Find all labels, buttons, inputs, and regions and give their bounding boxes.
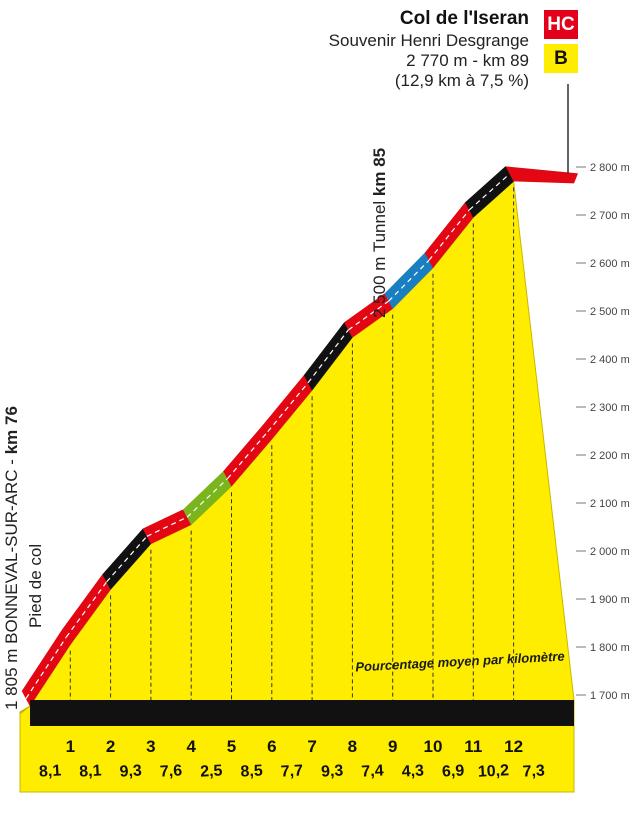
road-centerline [25,636,67,699]
road-centerline [106,535,148,583]
gradient-label: 10,2 [477,762,509,781]
km-mark: 9 [388,737,397,756]
y-tick-label: 1 800 m [590,642,630,654]
y-tick-label: 2 000 m [590,546,630,558]
tunnel-label-main: 2 500 m Tunnel [370,196,389,318]
start-label-km: km 76 [2,406,21,455]
start-sub-label: Pied de col [26,544,46,628]
start-label: 1 805 m BONNEVAL-SUR-ARC - km 76 [2,406,22,710]
gradient-label: 8,5 [240,762,263,780]
gradient-label: 7,4 [361,762,384,780]
y-tick-label: 2 500 m [590,306,630,318]
tunnel-label: 2 500 m Tunnel km 85 [370,148,390,318]
km-mark: 12 [504,737,523,756]
gradient-label: 7,6 [159,762,182,780]
km-mark: 8 [348,737,357,756]
base-band [30,700,574,726]
start-label-sub: Pied de col [26,543,45,628]
category-badge: HC [544,10,578,39]
summit-altitude-km: 2 770 m - km 89 [406,51,529,70]
km-mark: 2 [106,737,115,756]
km-dropline-layer [69,187,515,700]
y-tick-label: 2 200 m [590,450,630,462]
y-tick-label: 2 400 m [590,354,630,366]
road-centerline [307,329,349,384]
y-tick-label: 2 800 m [590,162,630,174]
km-mark: 10 [424,737,443,756]
road-summit-cap [505,166,578,184]
road-centerline [267,382,309,433]
y-tick-label: 2 300 m [590,402,630,414]
bonus-badge: B [544,44,578,73]
gradient-label: 8,1 [39,762,62,780]
road-centerline [146,516,188,537]
summit-name: Col de l'Iseran [399,8,529,29]
y-tick-label: 2 700 m [590,210,630,222]
y-tick-label: 2 600 m [590,258,630,270]
gradient-label-layer: 8,1 8,1 9,3 7,6 2,5 8,5 7,7 9,3 7,4 4,3 6,9 10,2 7,3 [39,762,546,781]
road-centerline [186,478,228,518]
road-band-layer [21,166,578,707]
gradient-label: 7,3 [522,762,545,780]
summit-subtitle: Souvenir Henri Desgrange [328,31,529,50]
summit-stats: (12,9 km à 7,5 %) [394,71,529,90]
km-mark: 6 [267,737,276,756]
gradient-label: 7,7 [280,762,303,780]
km-mark: 11 [464,737,482,756]
start-label-main: 1 805 m BONNEVAL-SUR-ARC - [2,454,21,710]
km-mark: 4 [186,737,196,756]
gradient-label: 8,1 [79,762,102,780]
y-tick-label: 1 900 m [590,594,630,606]
road-centerline [388,259,430,302]
y-tick-layer: 1 700 m 1 800 m 1 900 m 2 000 m 2 100 m 2 200… [576,162,630,702]
km-mark: 3 [146,737,155,756]
gradient-label: 9,3 [119,762,142,780]
gradient-label: 2,5 [200,762,223,780]
base-band-layer [20,700,574,734]
km-mark: 1 [66,737,75,756]
km-mark-layer: 1 2 3 4 5 6 7 8 9 10 11 12 [66,737,523,756]
road-centerline [428,209,470,261]
km-mark: 7 [307,737,316,756]
gradient-label: 4,3 [401,762,424,780]
y-tick-label: 1 700 m [590,690,630,702]
gradient-label: 6,9 [442,762,465,780]
road-centerline [227,431,269,480]
y-tick-label: 2 100 m [590,498,630,510]
road-centerline [468,173,510,211]
km-mark: 5 [227,737,236,756]
gradient-label: 9,3 [321,762,344,780]
road-centerline [65,581,108,638]
tunnel-label-km: km 85 [370,147,389,197]
